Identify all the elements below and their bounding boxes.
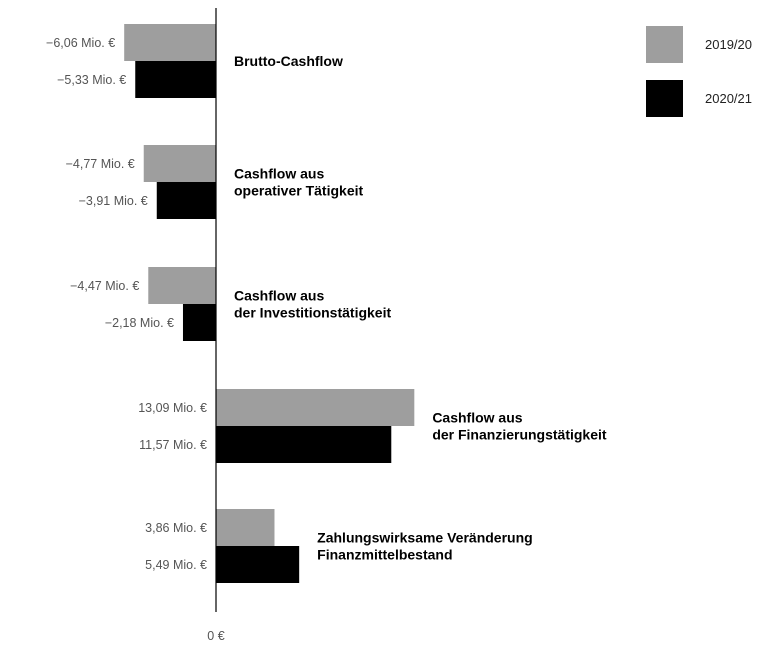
value-label-2019-20-cat-4: 3,86 Mio. € bbox=[145, 521, 207, 535]
value-label-2019-20-cat-3: 13,09 Mio. € bbox=[138, 401, 207, 415]
category-label-0-line-0: Brutto-Cashflow bbox=[234, 53, 343, 69]
value-label-2020-21-cat-0: −5,33 Mio. € bbox=[57, 73, 126, 87]
bar-2020-21-cat-0 bbox=[135, 61, 216, 98]
bar-2019-20-cat-0 bbox=[124, 24, 216, 61]
category-label-2-line-0: Cashflow aus bbox=[234, 288, 324, 304]
bar-2019-20-cat-1 bbox=[143, 145, 216, 182]
bar-2020-21-cat-1 bbox=[156, 182, 216, 219]
value-label-2020-21-cat-1: −3,91 Mio. € bbox=[79, 194, 148, 208]
legend-swatch-2019-20 bbox=[646, 26, 683, 63]
bar-2019-20-cat-4 bbox=[216, 509, 275, 546]
value-label-2020-21-cat-4: 5,49 Mio. € bbox=[145, 558, 207, 572]
bar-2020-21-cat-2 bbox=[182, 304, 216, 341]
zero-tick-label: 0 € bbox=[207, 629, 224, 643]
category-label-4-line-1: Finanzmittelbestand bbox=[317, 547, 452, 563]
legend-label-2019-20: 2019/20 bbox=[705, 37, 752, 52]
legend: 2019/20 2020/21 bbox=[646, 26, 752, 117]
category-label-4-line-0: Zahlungswirksame Veränderung bbox=[317, 530, 533, 546]
value-label-2019-20-cat-2: −4,47 Mio. € bbox=[70, 279, 139, 293]
category-label-1-line-1: operativer Tätigkeit bbox=[234, 183, 363, 199]
bar-2020-21-cat-4 bbox=[216, 546, 300, 583]
category-label-1-line-0: Cashflow aus bbox=[234, 166, 324, 182]
value-label-2020-21-cat-3: 11,57 Mio. € bbox=[139, 438, 207, 452]
bar-2019-20-cat-3 bbox=[216, 389, 415, 426]
legend-label-2020-21: 2020/21 bbox=[705, 91, 752, 106]
category-label-2-line-1: der Investitionstätigkeit bbox=[234, 305, 391, 321]
bar-2020-21-cat-3 bbox=[216, 426, 392, 463]
value-label-2019-20-cat-1: −4,77 Mio. € bbox=[66, 157, 135, 171]
value-label-2019-20-cat-0: −6,06 Mio. € bbox=[46, 36, 115, 50]
value-label-2020-21-cat-2: −2,18 Mio. € bbox=[105, 316, 174, 330]
category-label-3-line-1: der Finanzierungstätigkeit bbox=[432, 427, 607, 443]
bars-layer bbox=[124, 24, 415, 583]
category-label-3-line-0: Cashflow aus bbox=[432, 410, 522, 426]
value-labels-layer: −6,06 Mio. € −5,33 Mio. € −4,77 Mio. € −3,9… bbox=[46, 36, 207, 572]
bar-2019-20-cat-2 bbox=[148, 267, 216, 304]
legend-swatch-2020-21 bbox=[646, 80, 683, 117]
